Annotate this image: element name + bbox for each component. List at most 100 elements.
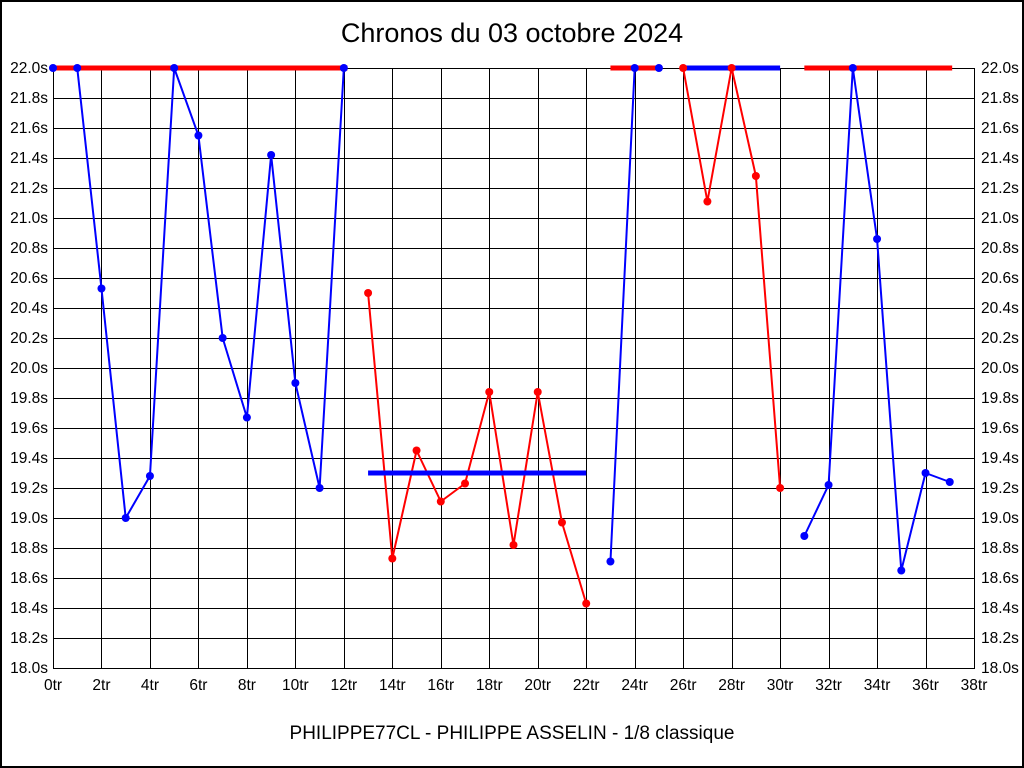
- x-axis-label: 28tr: [718, 677, 745, 694]
- y-axis-label-left: 21.8s: [10, 90, 48, 107]
- x-axis-label: 4tr: [141, 677, 159, 694]
- y-axis-label-right: 19.4s: [981, 450, 1019, 467]
- blue-laps-line: [609, 67, 659, 562]
- y-axis-label-right: 21.6s: [981, 120, 1019, 137]
- y-axis-label-left: 20.6s: [10, 270, 48, 287]
- blue-laps-point: [97, 284, 106, 293]
- red-laps-point: [582, 599, 591, 608]
- blue-laps-point: [606, 557, 615, 566]
- y-axis-label-right: 20.6s: [981, 270, 1019, 287]
- red-laps-point: [364, 289, 373, 297]
- blue-laps-point: [73, 64, 82, 72]
- y-axis-label-right: 20.8s: [981, 240, 1019, 257]
- y-axis-label-right: 18.4s: [981, 600, 1019, 617]
- red-laps-point: [388, 554, 397, 563]
- blue-laps-point: [630, 64, 639, 72]
- blue-laps-point: [194, 131, 203, 140]
- y-axis-label-left: 21.0s: [10, 210, 48, 227]
- y-axis-label-right: 21.8s: [981, 90, 1019, 107]
- red-laps-point: [679, 64, 688, 72]
- red-laps-line: [367, 292, 588, 604]
- x-axis-label: 8tr: [238, 677, 256, 694]
- y-axis-label-left: 20.4s: [10, 300, 48, 317]
- y-axis-label-right: 18.2s: [981, 630, 1019, 647]
- x-axis-label: 10tr: [282, 677, 309, 694]
- y-axis-label-left: 19.4s: [10, 450, 48, 467]
- x-axis-label: 18tr: [476, 677, 503, 694]
- x-axis-label: 38tr: [961, 677, 988, 694]
- chart-title: Chronos du 03 octobre 2024: [340, 18, 684, 48]
- y-axis-label-right: 19.8s: [981, 390, 1019, 407]
- blue-laps-point: [242, 413, 251, 422]
- blue-laps-point: [800, 532, 809, 540]
- blue-laps-point: [170, 64, 179, 72]
- blue-laps-point: [218, 334, 227, 342]
- y-axis-label-right: 19.6s: [981, 420, 1019, 437]
- x-axis-label: 2tr: [92, 677, 110, 694]
- blue-laps-point: [121, 514, 130, 522]
- y-axis-label-left: 19.0s: [10, 510, 48, 527]
- y-axis-label-right: 20.0s: [981, 360, 1019, 377]
- y-axis-label-left: 19.6s: [10, 420, 48, 437]
- y-axis-label-left: 21.2s: [10, 180, 48, 197]
- blue-laps-point: [315, 484, 324, 492]
- y-axis-label-right: 20.4s: [981, 300, 1019, 317]
- x-axis-label: 24tr: [621, 677, 648, 694]
- red-laps-point: [533, 388, 542, 396]
- blue-laps-point: [267, 151, 276, 159]
- y-axis-label-right: 18.0s: [981, 660, 1019, 677]
- blue-laps-point: [824, 481, 833, 489]
- x-axis-label: 6tr: [189, 677, 207, 694]
- red-laps-point: [485, 388, 494, 396]
- x-axis-label: 22tr: [573, 677, 600, 694]
- red-laps-point: [509, 541, 518, 549]
- y-axis-label-left: 21.4s: [10, 150, 48, 167]
- plot-border: [53, 68, 975, 669]
- y-axis-label-right: 22.0s: [981, 60, 1019, 77]
- red-laps-point: [776, 484, 785, 492]
- y-axis-label-left: 18.8s: [10, 540, 48, 557]
- y-axis-label-left: 18.2s: [10, 630, 48, 647]
- y-axis-label-right: 21.2s: [981, 180, 1019, 197]
- x-axis-label: 32tr: [815, 677, 842, 694]
- y-axis-label-right: 18.6s: [981, 570, 1019, 587]
- blue-laps-point: [339, 64, 348, 72]
- y-axis-label-right: 20.2s: [981, 330, 1019, 347]
- y-axis-label-left: 20.0s: [10, 360, 48, 377]
- blue-laps-point: [873, 235, 882, 243]
- blue-laps-point: [49, 64, 57, 72]
- y-axis-label-left: 21.6s: [10, 120, 48, 137]
- x-axis-label: 26tr: [670, 677, 697, 694]
- x-axis-label: 20tr: [524, 677, 551, 694]
- y-axis-label-left: 18.6s: [10, 570, 48, 587]
- x-axis-label: 36tr: [912, 677, 939, 694]
- blue-laps-point: [654, 64, 663, 72]
- y-axis-label-left: 22.0s: [10, 60, 48, 77]
- x-axis-label: 30tr: [767, 677, 794, 694]
- x-axis-label: 14tr: [379, 677, 406, 694]
- y-axis-label-left: 19.8s: [10, 390, 48, 407]
- red-laps-point: [412, 446, 421, 455]
- red-laps-point: [461, 479, 470, 488]
- red-laps-point: [703, 197, 712, 206]
- blue-laps-point: [897, 566, 906, 575]
- y-axis-label-right: 19.2s: [981, 480, 1019, 497]
- y-axis-label-left: 18.4s: [10, 600, 48, 617]
- y-axis-label-right: 21.0s: [981, 210, 1019, 227]
- y-axis-label-left: 19.2s: [10, 480, 48, 497]
- blue-laps-point: [921, 469, 930, 477]
- y-axis-label-left: 20.8s: [10, 240, 48, 257]
- y-axis-label-right: 18.8s: [981, 540, 1019, 557]
- blue-laps-point: [291, 379, 300, 387]
- blue-laps-point: [145, 472, 154, 480]
- y-axis-label-right: 21.4s: [981, 150, 1019, 167]
- red-laps-point: [727, 64, 736, 72]
- x-axis-label: 34tr: [864, 677, 891, 694]
- driver-footer: PHILIPPE77CL - PHILIPPE ASSELIN - 1/8 cl…: [289, 723, 735, 744]
- red-laps-point: [751, 172, 760, 180]
- y-axis-label-left: 18.0s: [10, 660, 48, 677]
- x-axis-label: 16tr: [427, 677, 454, 694]
- blue-laps-point: [945, 478, 954, 486]
- y-axis-label-left: 20.2s: [10, 330, 48, 347]
